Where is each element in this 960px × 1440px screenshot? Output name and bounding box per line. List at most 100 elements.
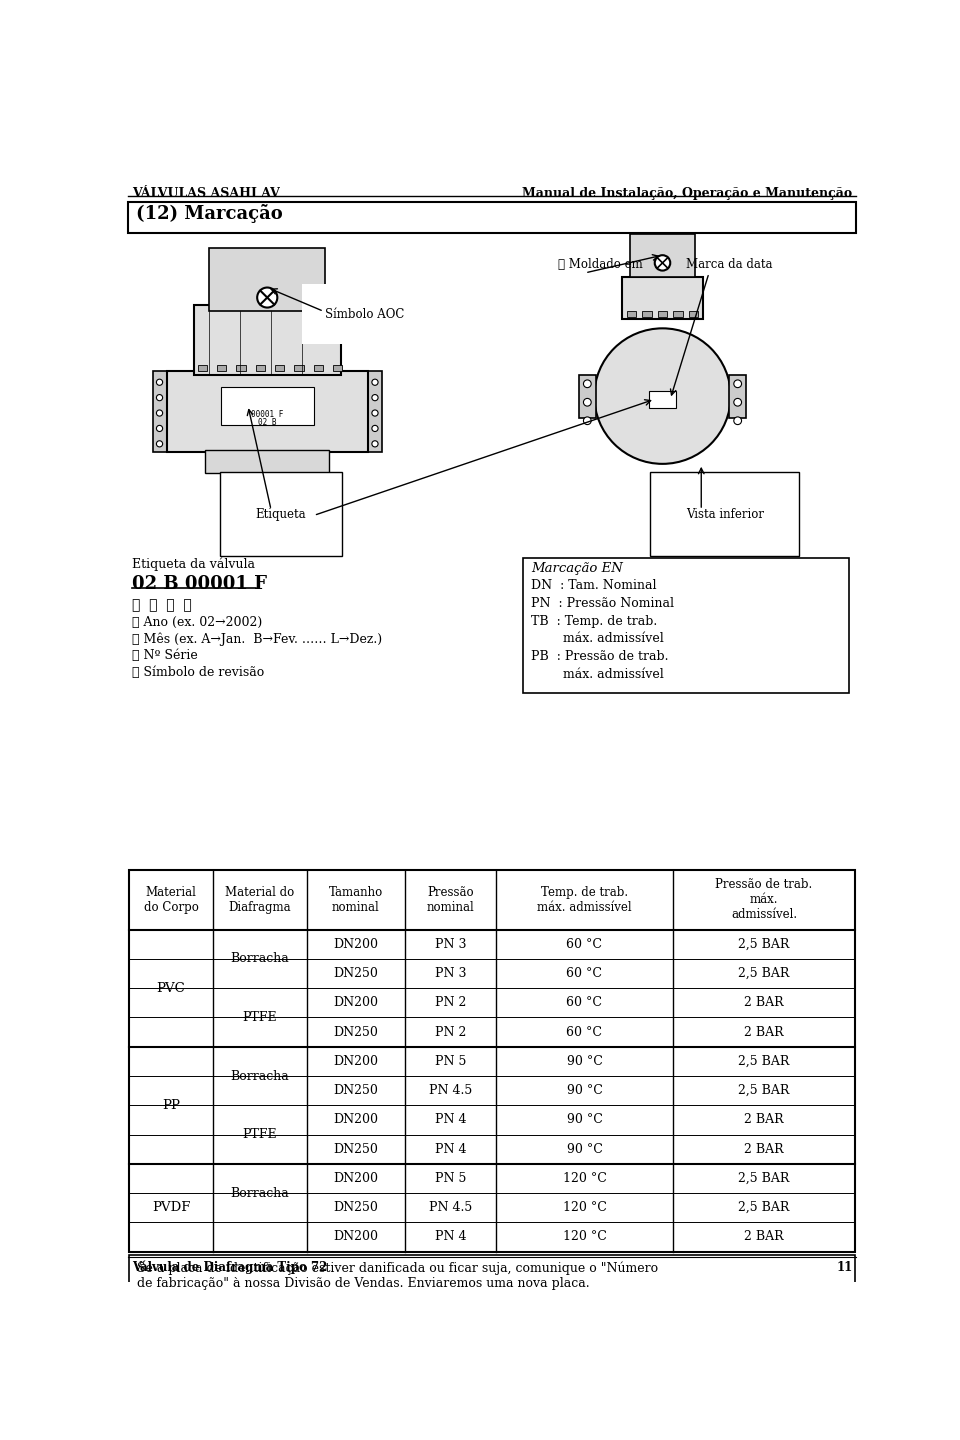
Bar <box>130 870 854 1251</box>
Text: 90 °C: 90 °C <box>566 1143 603 1156</box>
Text: Etiqueta: Etiqueta <box>255 508 306 521</box>
Text: PN 4: PN 4 <box>435 1113 466 1126</box>
Text: DN200: DN200 <box>333 1230 378 1243</box>
Bar <box>658 311 667 317</box>
Bar <box>622 276 703 320</box>
Circle shape <box>733 399 741 406</box>
Text: 2 BAR: 2 BAR <box>744 1025 783 1038</box>
Bar <box>275 366 284 372</box>
Text: 2,5 BAR: 2,5 BAR <box>738 1084 790 1097</box>
Bar <box>642 311 652 317</box>
Bar <box>153 372 166 452</box>
Text: 2,5 BAR: 2,5 BAR <box>738 968 790 981</box>
Text: 90 °C: 90 °C <box>566 1113 603 1126</box>
Bar <box>689 311 698 317</box>
Text: Marca da data: Marca da data <box>685 258 772 271</box>
Bar <box>579 374 596 418</box>
Text: PTFE: PTFE <box>243 1011 277 1024</box>
Bar <box>205 449 329 474</box>
Text: Temp. de trab.
máx. admissível: Temp. de trab. máx. admissível <box>538 886 632 913</box>
Bar <box>627 311 636 317</box>
Text: DN250: DN250 <box>333 1025 378 1038</box>
Text: Tamanho
nominal: Tamanho nominal <box>329 886 383 913</box>
Text: PVDF: PVDF <box>152 1201 190 1214</box>
Bar <box>128 202 856 233</box>
Bar <box>217 366 227 372</box>
Bar <box>255 366 265 372</box>
Bar <box>198 366 206 372</box>
Circle shape <box>156 379 162 386</box>
Text: PN 4: PN 4 <box>435 1230 466 1243</box>
Text: Borracha: Borracha <box>230 1187 289 1200</box>
Text: 2 BAR: 2 BAR <box>744 1113 783 1126</box>
Bar <box>295 366 303 372</box>
Text: 120 °C: 120 °C <box>563 1172 607 1185</box>
Text: 120 °C: 120 °C <box>563 1230 607 1243</box>
Text: PN 3: PN 3 <box>435 968 466 981</box>
Text: PN 2: PN 2 <box>435 1025 466 1038</box>
Circle shape <box>584 399 591 406</box>
Text: 120 °C: 120 °C <box>563 1201 607 1214</box>
Text: PN 5: PN 5 <box>435 1056 466 1068</box>
Bar <box>209 248 325 311</box>
Circle shape <box>733 380 741 387</box>
Text: DN250: DN250 <box>333 1084 378 1097</box>
Circle shape <box>156 395 162 400</box>
Text: 2 BAR: 2 BAR <box>744 1230 783 1243</box>
Bar <box>523 557 849 693</box>
Text: Vista inferior: Vista inferior <box>685 508 764 521</box>
Circle shape <box>655 255 670 271</box>
Text: PN 4.5: PN 4.5 <box>429 1084 472 1097</box>
Text: DN  : Tam. Nominal: DN : Tam. Nominal <box>531 579 657 592</box>
Bar <box>333 366 343 372</box>
Circle shape <box>156 425 162 432</box>
Circle shape <box>372 395 378 400</box>
Bar <box>314 366 324 372</box>
Circle shape <box>372 379 378 386</box>
Bar <box>194 305 341 374</box>
Text: 2,5 BAR: 2,5 BAR <box>738 1172 790 1185</box>
Text: ①  ②  ③  ④: ① ② ③ ④ <box>132 598 191 612</box>
Text: PN 2: PN 2 <box>435 996 466 1009</box>
Text: Material
do Corpo: Material do Corpo <box>144 886 199 913</box>
Bar <box>368 372 382 452</box>
Text: Pressão
nominal: Pressão nominal <box>426 886 474 913</box>
Circle shape <box>372 441 378 446</box>
Text: DN200: DN200 <box>333 1113 378 1126</box>
Text: 2 BAR: 2 BAR <box>744 1143 783 1156</box>
Text: PP: PP <box>162 1099 180 1112</box>
Text: 60 °C: 60 °C <box>566 968 603 981</box>
Circle shape <box>733 418 741 425</box>
Text: Pressão de trab.
máx.
admissível.: Pressão de trab. máx. admissível. <box>715 878 813 922</box>
Text: Se a placa de identificação estiver danificada ou ficar suja, comunique o "Númer: Se a placa de identificação estiver dani… <box>137 1261 659 1290</box>
Text: ※ Moldado em: ※ Moldado em <box>558 258 642 271</box>
Text: Borracha: Borracha <box>230 952 289 965</box>
Text: 2,5 BAR: 2,5 BAR <box>738 1201 790 1214</box>
Text: PB  : Pressão de trab.: PB : Pressão de trab. <box>531 651 668 664</box>
Text: 60 °C: 60 °C <box>566 1025 603 1038</box>
Bar <box>649 390 677 408</box>
Bar <box>130 1256 854 1310</box>
Text: ③ Nº Série: ③ Nº Série <box>132 649 198 662</box>
Text: PN  : Pressão Nominal: PN : Pressão Nominal <box>531 598 674 611</box>
Text: máx. admissível: máx. admissível <box>531 668 663 681</box>
Text: PTFE: PTFE <box>243 1128 277 1140</box>
Text: 60 °C: 60 °C <box>566 996 603 1009</box>
Bar <box>630 235 695 276</box>
Text: Símbolo AOC: Símbolo AOC <box>325 308 405 321</box>
Bar <box>236 366 246 372</box>
Circle shape <box>594 328 731 464</box>
Bar <box>221 387 314 425</box>
Circle shape <box>257 288 277 308</box>
Text: Material do
Diafragma: Material do Diafragma <box>226 886 295 913</box>
Text: máx. admissível: máx. admissível <box>531 632 663 645</box>
Text: 2,5 BAR: 2,5 BAR <box>738 1056 790 1068</box>
Text: 00001 F: 00001 F <box>252 410 283 419</box>
Text: PVC: PVC <box>156 982 185 995</box>
Text: Marcação EN: Marcação EN <box>531 562 623 575</box>
Text: PN 5: PN 5 <box>435 1172 466 1185</box>
Text: PN 4: PN 4 <box>435 1143 466 1156</box>
Text: 02 B: 02 B <box>258 418 276 426</box>
Text: Etiqueta da válvula: Etiqueta da válvula <box>132 557 254 572</box>
Text: ④ Símbolo de revisão: ④ Símbolo de revisão <box>132 667 264 680</box>
